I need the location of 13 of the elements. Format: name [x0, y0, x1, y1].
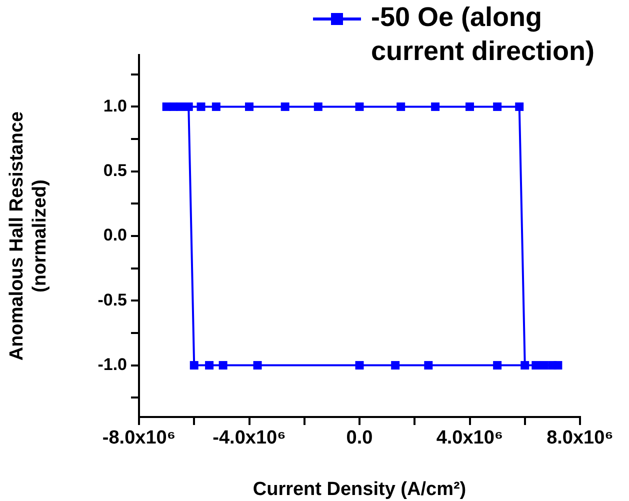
x-tick-label: 8.0x10⁶ [546, 428, 614, 449]
y-tick-label: 0.5 [103, 161, 127, 180]
x-tick-label: 4.0x10⁶ [436, 428, 504, 449]
y-tick-label: 1.0 [103, 96, 127, 116]
x-tick-label: 0.0 [346, 428, 373, 449]
x-axis-title: Current Density (A/cm²) [252, 478, 466, 500]
legend-label: -50 Oe (along current direction) [371, 1, 596, 68]
x-tick-label: -4.0x10⁶ [212, 428, 286, 449]
y-tick-label: -0.5 [98, 290, 127, 310]
x-tick-label: -8.0x10⁶ [102, 428, 176, 449]
y-tick-label: -1.0 [98, 354, 127, 374]
y-tick-label: 0.0 [103, 226, 127, 245]
y-axis-title: Anomalous Hall Resistance (normalized) [6, 111, 50, 361]
